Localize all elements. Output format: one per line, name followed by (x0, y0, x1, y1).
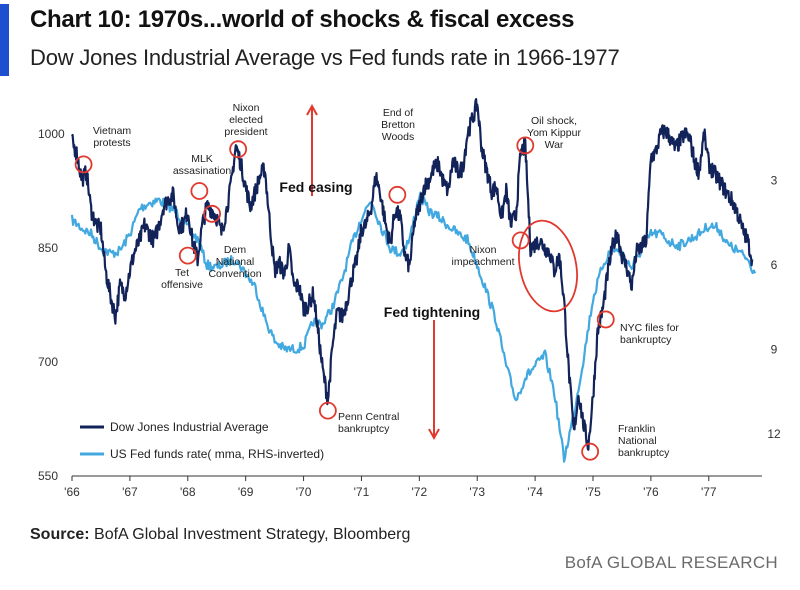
chart-legend: Dow Jones Industrial Average US Fed funds… (80, 420, 324, 461)
event-label: Vietnam protests (93, 125, 132, 149)
y2-tick-label: 6 (771, 258, 778, 272)
x-tick-label: '69 (238, 485, 254, 499)
impeachment-period-ellipse (518, 219, 578, 313)
event-label: Dem National Convention (208, 244, 261, 280)
event-circle-marker (388, 185, 407, 204)
source-text: BofA Global Investment Strategy, Bloombe… (94, 526, 411, 543)
event-label-line: Woods (382, 131, 415, 143)
event-label-line: Nixon (233, 102, 260, 114)
event-label-line: bankruptcy (618, 447, 670, 459)
chart-title: Chart 10: 1970s...world of shocks & fisc… (30, 6, 575, 33)
event-circle-marker (516, 136, 535, 155)
event-circle-marker (178, 246, 197, 265)
event-circle-marker (596, 310, 615, 329)
y-tick-label: 1000 (38, 127, 65, 141)
y2-tick-label: 3 (771, 173, 778, 187)
y-tick-label: 700 (38, 355, 58, 369)
x-tick-label: '67 (122, 485, 138, 499)
legend-label: Dow Jones Industrial Average (110, 420, 269, 434)
chart-subtitle: Dow Jones Industrial Average vs Fed fund… (30, 45, 620, 70)
y2-tick-label: 12 (767, 427, 781, 441)
event-label-line: Nixon (470, 244, 497, 256)
x-tick-label: '70 (296, 485, 312, 499)
event-label: Nixon elected president (224, 102, 267, 138)
x-tick-label: '76 (643, 485, 659, 499)
x-tick-label: '74 (527, 485, 543, 499)
event-label-line: Penn Central (338, 411, 399, 423)
event-label: Penn Central bankruptcy (338, 411, 399, 435)
event-label-line: Convention (208, 268, 261, 280)
arrow-head-icon (306, 103, 318, 116)
event-circle-marker (190, 182, 209, 200)
fed-up-label: Fed easing (279, 179, 352, 195)
event-label-line: president (224, 126, 267, 138)
chart-axes: '66 '67 '68 '69 '70 '71 '72 '73 '74 '75 '76 '77 550 7… (38, 127, 781, 499)
event-label-line: Vietnam (93, 125, 132, 137)
arrow-head-icon (428, 428, 440, 441)
event-label-line: Bretton (381, 119, 415, 131)
event-label: Nixon impeachment (451, 244, 514, 268)
x-tick-label: '66 (64, 485, 80, 499)
x-tick-label: '71 (354, 485, 370, 499)
x-tick-label: '68 (180, 485, 196, 499)
event-label-line: Yom Kippur (527, 127, 581, 139)
event-label-line: NYC files for (620, 322, 679, 334)
event-label-line: assasination (173, 165, 232, 177)
x-tick-label: '75 (585, 485, 601, 499)
event-label-line: National (618, 435, 657, 447)
event-circle-marker (511, 231, 530, 250)
title-accent-bar (0, 4, 9, 76)
event-label-line: War (545, 139, 564, 151)
event-label-line: Oil shock, (531, 115, 577, 127)
event-label-line: Franklin (618, 423, 656, 435)
event-label-line: National (216, 256, 255, 268)
event-label: Tet offensive (161, 267, 203, 291)
event-circle-marker (203, 204, 221, 223)
event-label-line: Dem (224, 244, 246, 256)
event-circle-marker (229, 140, 248, 159)
x-tick-label: '72 (412, 485, 428, 499)
fed-down-label: Fed tightening (384, 304, 480, 320)
x-tick-label: '77 (701, 485, 717, 499)
chart-series (70, 97, 757, 463)
event-circle-marker (581, 442, 600, 461)
event-label-line: offensive (161, 279, 203, 291)
x-tick-label: '73 (469, 485, 485, 499)
event-label-line: bankruptcy (338, 423, 390, 435)
event-label: Franklin National bankruptcy (618, 423, 670, 459)
event-label-line: Tet (175, 267, 189, 279)
event-label-line: protests (93, 137, 130, 149)
y2-tick-label: 9 (771, 342, 778, 356)
legend-label: US Fed funds rate( mma, RHS-inverted) (110, 447, 324, 461)
brand-footer: BofA GLOBAL RESEARCH (564, 553, 778, 572)
event-label: End of Bretton Woods (381, 107, 415, 143)
event-circle-marker (318, 401, 337, 420)
event-label-line: elected (229, 114, 263, 126)
source-label: Source: (30, 526, 90, 543)
event-label: Oil shock, Yom Kippur War (527, 115, 581, 151)
event-label-line: End of (383, 107, 413, 119)
event-label-line: MLK (191, 153, 213, 165)
event-label-line: bankruptcy (620, 334, 672, 346)
y-tick-label: 550 (38, 469, 58, 483)
source-note: Source: BofA Global Investment Strategy,… (30, 526, 410, 544)
event-label-line: impeachment (451, 256, 514, 268)
y-tick-label: 850 (38, 241, 58, 255)
event-circle-marker (74, 155, 93, 174)
event-label: MLK assasination (173, 153, 232, 177)
event-label: NYC files for bankruptcy (620, 322, 679, 346)
chart-annotations: Vietnam protests Tet offensive MLK assasinati… (74, 102, 679, 461)
dow-jones-line (71, 97, 754, 451)
